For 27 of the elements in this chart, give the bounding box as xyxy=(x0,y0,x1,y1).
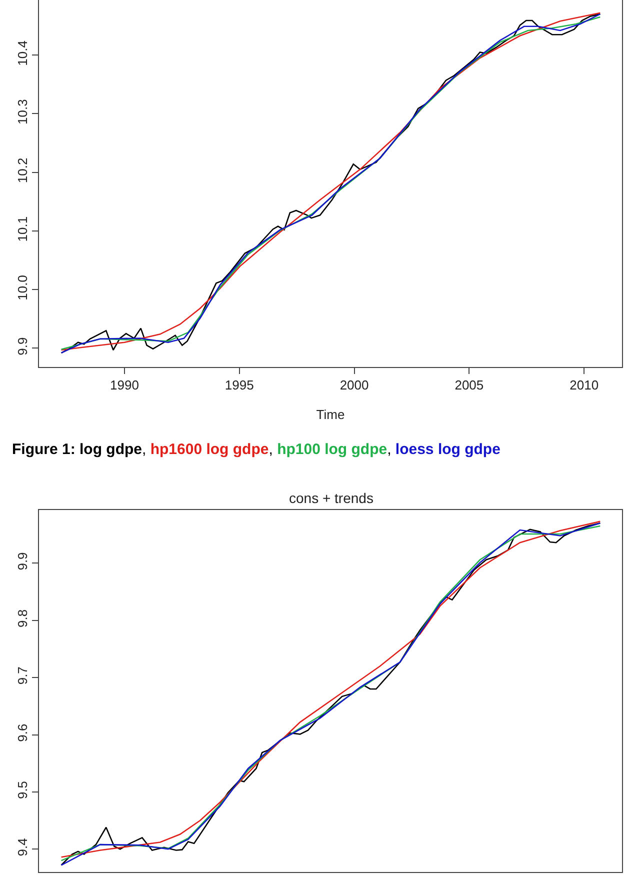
chart-title: cons + trends xyxy=(289,490,374,506)
y-tick-label: 10.4 xyxy=(14,40,30,66)
x-tick-label: 2010 xyxy=(570,378,599,393)
text: hp100 log gdpe xyxy=(277,441,388,458)
x-tick-label: 1995 xyxy=(224,378,254,393)
y-tick-label: 10.3 xyxy=(14,99,30,124)
y-tick-label: 10.0 xyxy=(14,275,30,300)
text: , xyxy=(387,441,392,458)
text: log gdpe xyxy=(80,441,142,458)
y-tick-label: 9.5 xyxy=(14,780,30,800)
y-tick-label: 9.9 xyxy=(14,552,30,570)
y-tick-label: 9.7 xyxy=(14,666,30,685)
y-tick-label: 10.1 xyxy=(14,216,30,242)
y-tick-label: 9.6 xyxy=(14,724,30,742)
text: loess log gdpe xyxy=(395,441,500,458)
y-tick-label: 9.9 xyxy=(14,337,30,356)
y-tick-label: 10.2 xyxy=(14,158,30,184)
y-tick-label: 9.4 xyxy=(14,838,30,856)
text: , xyxy=(142,441,146,458)
x-tick-label: 2000 xyxy=(340,378,369,393)
x-tick-label: 2005 xyxy=(454,378,484,393)
text: , xyxy=(268,441,273,458)
text: hp1600 log gdpe xyxy=(150,441,269,458)
x-tick-label: 1990 xyxy=(110,378,139,393)
y-tick-label: 9.8 xyxy=(14,609,30,628)
caption: Figure 1: xyxy=(12,441,76,458)
x-axis-title: Time xyxy=(316,407,345,422)
